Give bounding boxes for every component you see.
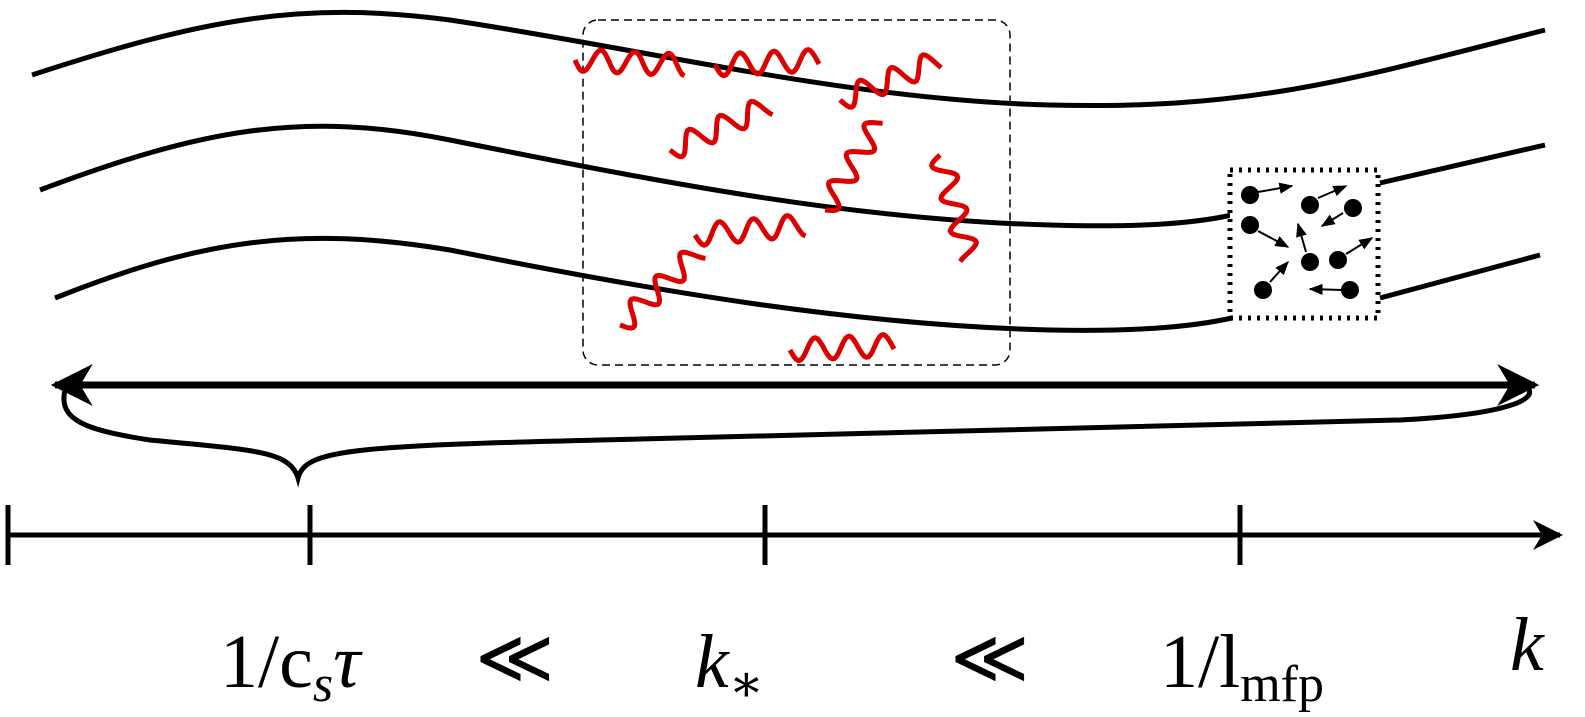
brace	[61, 383, 1533, 488]
velocity-arrow	[1296, 222, 1307, 253]
flow-line	[39, 123, 1233, 229]
flow-line	[54, 235, 1233, 333]
velocity-arrow	[1320, 212, 1344, 227]
particle	[1301, 253, 1319, 271]
k-star-label: k∗	[695, 620, 764, 713]
label-base: k	[695, 620, 730, 704]
wave	[838, 52, 943, 110]
flow-line	[1379, 142, 1546, 186]
label-tail: τ	[333, 620, 363, 704]
particle	[1341, 281, 1359, 299]
flow-lines	[31, 9, 1546, 333]
wave	[668, 98, 774, 160]
flow-line	[1379, 252, 1541, 301]
flow-line	[31, 9, 1546, 109]
wave	[787, 331, 897, 364]
mfp-label: 1/lmfp	[1160, 620, 1324, 713]
particle	[1241, 216, 1259, 234]
dashed-region	[582, 19, 1011, 366]
wave	[824, 119, 883, 214]
label-sub: mfp	[1240, 656, 1324, 713]
k-label: k	[1510, 603, 1545, 687]
scale-label: 1/csτ	[220, 620, 363, 713]
wave	[929, 153, 980, 263]
label-sub: ∗	[729, 656, 764, 713]
velocity-arrow	[1269, 260, 1289, 283]
relation: ≪	[950, 616, 1030, 700]
wave	[712, 46, 822, 79]
particle	[1301, 196, 1319, 214]
velocity-arrow	[1257, 182, 1294, 194]
velocity-arrow	[1308, 283, 1343, 295]
axis-ticks	[5, 505, 1243, 565]
wave	[692, 212, 807, 248]
particle	[1254, 281, 1272, 299]
velocity-arrow	[1257, 230, 1290, 248]
particle	[1344, 199, 1362, 217]
particle	[1241, 186, 1259, 204]
label-base: 1/c	[220, 620, 313, 704]
relation: ≪	[475, 616, 555, 700]
velocity-arrow	[1317, 185, 1348, 199]
label-base: 1/l	[1160, 620, 1240, 704]
velocity-arrow	[1345, 237, 1374, 255]
wave	[572, 47, 686, 79]
particle	[1329, 251, 1347, 269]
wave	[619, 249, 706, 331]
label-sub: s	[313, 656, 333, 713]
particles	[1241, 182, 1374, 299]
waves	[572, 46, 980, 364]
